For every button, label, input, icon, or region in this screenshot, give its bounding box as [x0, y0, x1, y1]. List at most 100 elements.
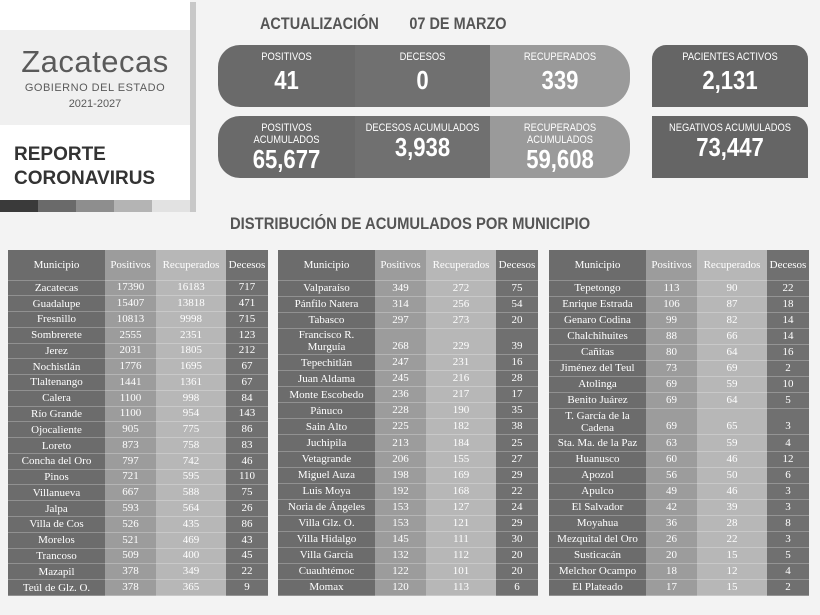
recuperados-cell: 13818: [156, 295, 226, 313]
positivos-cell: 797: [105, 453, 156, 470]
report-title: REPORTE CORONAVIRUS: [14, 143, 155, 191]
decesos-cell: 27: [496, 451, 538, 468]
table-row: Valparaíso 349 272 75: [278, 280, 538, 297]
municipio-cell: Tepechitlán: [278, 354, 375, 372]
positivos-cell: 2555: [105, 327, 156, 344]
positivos-cell: 349: [375, 280, 426, 297]
strip-segment: [114, 200, 152, 212]
table-row: Zacatecas 17390 16183 717: [8, 280, 268, 297]
municipio-cell: Moyahua: [549, 515, 646, 532]
decesos-cell: 25: [496, 434, 538, 452]
municipio-cell: Teúl de Glz. O.: [8, 579, 105, 596]
decesos-cell: 16: [496, 354, 538, 372]
positivos-cell: 60: [646, 451, 697, 468]
column-header: Positivos: [646, 250, 697, 281]
municipio-cell: Tabasco: [278, 312, 375, 329]
table-row: Jerez 2031 1805 212: [8, 343, 268, 360]
table-row: Ojocaliente 905 775 86: [8, 421, 268, 439]
positivos-cell: 63: [646, 434, 697, 452]
column-header: Decesos: [226, 250, 268, 281]
positivos-cell: 1441: [105, 374, 156, 391]
positivos-cell: 509: [105, 548, 156, 565]
decesos-cell: 4: [767, 434, 809, 452]
recuperados-cell: 113: [426, 579, 496, 597]
positivos-cell: 314: [375, 296, 426, 313]
decesos-cell: 110: [226, 469, 268, 486]
recuperados-cell: 64: [697, 344, 767, 361]
recuperados-cell: 229: [426, 328, 496, 356]
positivos-cell: 526: [105, 516, 156, 533]
recuperados-cell: 69: [697, 360, 767, 377]
stat-label: DECESOS ACUMULADOS: [365, 122, 480, 134]
table-row: Tabasco 297 273 20: [278, 312, 538, 329]
positivos-cell: 192: [375, 483, 426, 500]
table-row: Mezquital del Oro 26 22 3: [549, 531, 809, 548]
decesos-cell: 5: [767, 392, 809, 409]
active-value: 2,131: [702, 65, 758, 95]
positivos-cell: 17390: [105, 280, 156, 297]
update-heading: ACTUALIZACIÓN 07 DE MARZO: [260, 14, 537, 34]
positivos-cell: 56: [646, 467, 697, 484]
stat-value: 3,938: [394, 132, 451, 162]
table-row: Melchor Ocampo 18 12 4: [549, 563, 809, 580]
recuperados-cell: 216: [426, 370, 496, 388]
municipio-cell: Guadalupe: [8, 295, 105, 313]
recuperados-cell: 217: [426, 386, 496, 404]
decesos-cell: 20: [496, 563, 538, 580]
table-row: Luis Moya 192 168 22: [278, 483, 538, 500]
stat-label: POSITIVOS ACUMULADOS: [253, 122, 320, 146]
recuperados-cell: 184: [426, 434, 496, 452]
recuperados-cell: 182: [426, 418, 496, 436]
municipio-cell: Pánuco: [278, 402, 375, 420]
municipio-cell: Valparaíso: [278, 280, 375, 297]
municipio-cell: Villa Hidalgo: [278, 531, 375, 548]
positivos-cell: 721: [105, 469, 156, 486]
positivos-cell: 69: [646, 376, 697, 393]
table-row: Susticacán 20 15 5: [549, 547, 809, 564]
positivos-cell: 198: [375, 467, 426, 484]
decesos-cell: 75: [496, 280, 538, 297]
decesos-cell: 29: [496, 515, 538, 532]
positivos-cell: 2031: [105, 343, 156, 360]
stat-label: RECUPERADOS: [523, 51, 597, 63]
decesos-cell: 24: [496, 499, 538, 516]
column-header: Positivos: [375, 250, 426, 281]
positivos-cell: 228: [375, 402, 426, 420]
municipio-cell: Juchipila: [278, 434, 375, 452]
municipio-cell: Jalpa: [8, 500, 105, 517]
table-row: Chalchihuites 88 66 14: [549, 328, 809, 345]
municipio-cell: Vetagrande: [278, 451, 375, 468]
distribution-title: DISTRIBUCIÓN DE ACUMULADOS POR MUNICIPIO: [230, 214, 591, 233]
cumulative-stat: DECESOS ACUMULADOS 3,938: [355, 116, 490, 178]
table-row: Sta. Ma. de la Paz 63 59 4: [549, 434, 809, 452]
stat-value: 59,608: [526, 144, 594, 174]
stat-value: 0: [416, 65, 429, 95]
positivos-cell: 297: [375, 312, 426, 329]
municipio-cell: Villa Glz. O.: [278, 515, 375, 532]
positivos-cell: 378: [105, 579, 156, 596]
decesos-cell: 212: [226, 343, 268, 360]
positivos-cell: 225: [375, 418, 426, 436]
recuperados-cell: 90: [697, 280, 767, 297]
recuperados-cell: 595: [156, 469, 226, 486]
recuperados-cell: 28: [697, 515, 767, 532]
table-header: Municipio Positivos Recuperados Decesos: [8, 250, 268, 281]
decesos-cell: 67: [226, 358, 268, 376]
municipio-cell: El Salvador: [549, 499, 646, 516]
table-row: Trancoso 509 400 45: [8, 548, 268, 565]
positivos-cell: 153: [375, 515, 426, 532]
municipio-cell: Pinos: [8, 469, 105, 486]
table-row: Cuauhtémoc 122 101 20: [278, 563, 538, 580]
table-row: Atolinga 69 59 10: [549, 376, 809, 393]
recuperados-cell: 101: [426, 563, 496, 580]
municipio-cell: Trancoso: [8, 548, 105, 565]
stat-value: 41: [274, 65, 299, 95]
decesos-cell: 5: [767, 547, 809, 564]
decesos-cell: 83: [226, 437, 268, 454]
recuperados-cell: 256: [426, 296, 496, 313]
recuperados-cell: 155: [426, 451, 496, 468]
table-row: Juan Aldama 245 216 28: [278, 370, 538, 388]
decesos-cell: 6: [767, 467, 809, 484]
column-header: Recuperados: [426, 250, 496, 281]
municipio-cell: Melchor Ocampo: [549, 563, 646, 580]
